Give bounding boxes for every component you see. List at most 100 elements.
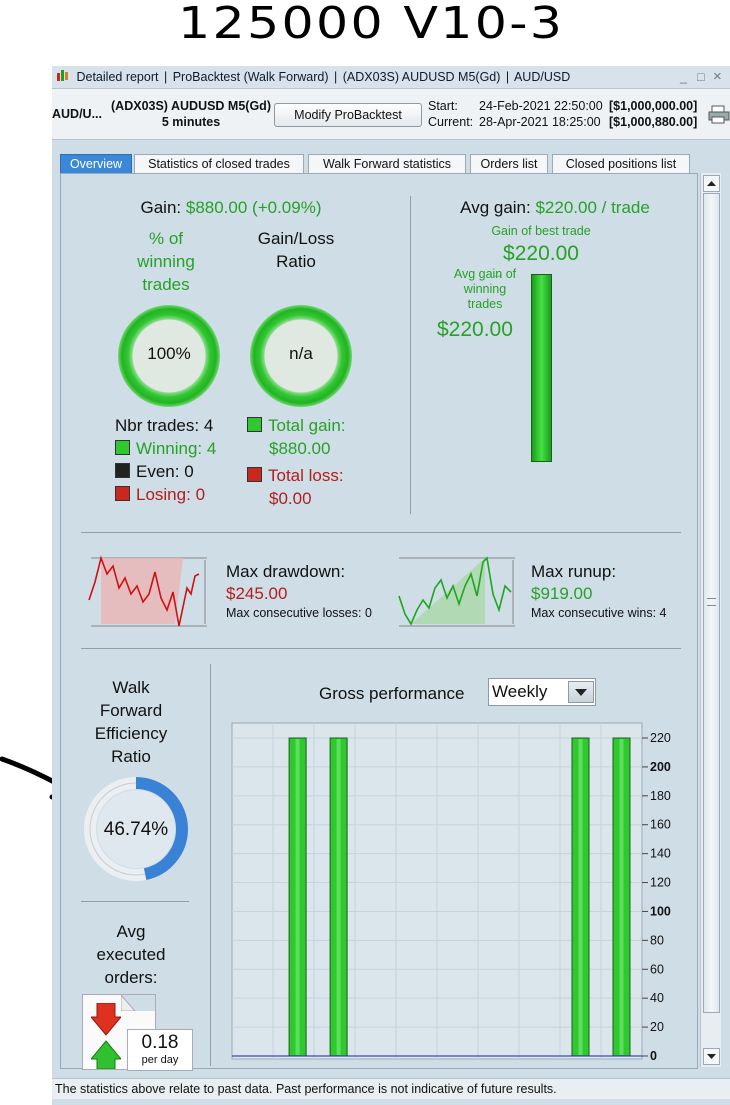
tab-walk-forward-statistics[interactable]: Walk Forward statistics: [308, 154, 466, 174]
losing-legend-icon: [115, 486, 130, 501]
nbr-trades-value: 4: [203, 416, 214, 435]
nbr-trades-label: Nbr trades:: [115, 416, 200, 435]
nbr-trades-row: Nbr trades: 4: [115, 414, 216, 437]
current-date: 28-Apr-2021 18:25:00: [479, 115, 601, 129]
avg-win-label-line1: Avg gain of: [453, 267, 517, 281]
gain-label: Gain:: [140, 198, 182, 217]
report-window: Detailed report | ProBacktest (Walk Forw…: [52, 66, 730, 1105]
max-consecutive-wins: Max consecutive wins: 4: [531, 606, 667, 620]
losing-label: Losing:: [136, 485, 191, 504]
y-tick-label: 180: [650, 789, 671, 803]
runup-mini-chart: [398, 556, 515, 627]
avg-win-label: Avg gain of winning trades: [435, 267, 535, 312]
title-detailed-report: Detailed report: [76, 70, 159, 84]
best-trade-label: Gain of best trade: [491, 224, 591, 238]
title-instrument: AUD/USD: [513, 70, 571, 84]
pct-winning-label-line2: winning: [137, 252, 195, 271]
orders-value-box: 0.18 per day: [127, 1029, 193, 1071]
y-tick-label: 0: [650, 1049, 657, 1063]
drawdown-mini-chart: [88, 555, 207, 627]
y-tick-label: 40: [650, 991, 664, 1005]
title-probacktest: ProBacktest (Walk Forward): [172, 70, 329, 84]
chevron-down-icon[interactable]: [568, 681, 594, 703]
total-gain-value: $880.00: [269, 439, 331, 458]
total-loss-legend-icon: [247, 467, 262, 482]
wf-efficiency-value: 46.74%: [103, 819, 169, 840]
avg-win-arrow-icon: →: [492, 267, 504, 281]
gain-loss-label-line2: Ratio: [276, 252, 316, 271]
gain-loss-label-line1: Gain/Loss: [257, 229, 335, 248]
even-value: 0: [184, 462, 194, 481]
gross-bar-highlight: [578, 739, 583, 1055]
minimize-button[interactable]: _: [680, 70, 687, 84]
total-loss-value: $0.00: [269, 489, 312, 508]
avg-gain-row: Avg gain: $220.00 / trade: [413, 198, 697, 218]
wf-label-line3: Efficiency: [94, 724, 168, 743]
chart-logo-icon: [56, 68, 70, 81]
max-runup-value: $919.00: [531, 584, 593, 603]
print-icon[interactable]: [708, 105, 730, 128]
losing-row: Losing: 0: [115, 483, 216, 506]
title-system: (ADX03S) AUDUSD M5(Gd): [342, 70, 501, 84]
tab-statistics-closed-trades[interactable]: Statistics of closed trades: [134, 154, 304, 174]
avg-orders-value: 0.18: [141, 1032, 179, 1053]
gross-bar-highlight: [295, 739, 300, 1055]
current-value: [$1,000,880.00]: [609, 115, 698, 129]
period-select[interactable]: Weekly: [488, 678, 596, 706]
tab-orders-list[interactable]: Orders list: [470, 154, 548, 174]
gain-row: Gain: $880.00 (+0.09%): [61, 198, 401, 218]
wf-label-line1: Walk: [112, 678, 150, 697]
y-tick-label: 100: [650, 904, 671, 918]
scroll-thumb[interactable]: [703, 193, 720, 1013]
maximize-button[interactable]: □: [697, 70, 705, 84]
scroll-up-button[interactable]: [703, 175, 720, 192]
best-trade-value: $220.00: [503, 242, 579, 265]
pct-winning-label-line3: trades: [142, 275, 190, 294]
gain-loss-value: n/a: [289, 344, 313, 363]
y-tick-label: 60: [650, 962, 664, 976]
avg-orders-unit: per day: [141, 1054, 179, 1066]
total-gain-legend-icon: [247, 417, 262, 432]
middle-separator: [81, 532, 681, 533]
period-select-value: Weekly: [492, 682, 548, 701]
y-tick-label: 140: [650, 847, 671, 861]
avg-win-label-line2: winning: [463, 282, 507, 296]
system-name: (ADX03S) AUDUSD M5(Gd): [111, 99, 271, 113]
title-bar: Detailed report | ProBacktest (Walk Forw…: [52, 66, 730, 89]
winning-row: Winning: 4: [115, 437, 216, 460]
wf-efficiency-gauge: [84, 777, 188, 881]
tab-closed-positions-list[interactable]: Closed positions list: [552, 154, 690, 174]
info-bar: AUD/U... (ADX03S) AUDUSD M5(Gd) 5 minute…: [52, 89, 730, 140]
y-tick-label: 80: [650, 933, 664, 947]
gain-value: $880.00 (+0.09%): [185, 198, 322, 217]
winning-legend-icon: [115, 440, 130, 455]
vertical-scrollbar[interactable]: [700, 173, 721, 1067]
avg-orders-label-line1: Avg: [116, 922, 146, 941]
wf-label-line2: Forward: [99, 701, 163, 720]
total-gain-label: Total gain:: [268, 416, 346, 435]
wf-label-line4: Ratio: [111, 747, 151, 766]
start-label: Start:: [428, 99, 458, 113]
max-drawdown-label: Max drawdown:: [226, 562, 346, 581]
orders-arrows-icon: [91, 1003, 121, 1069]
total-gain-row: Total gain:: [247, 414, 346, 437]
total-loss-label: Total loss:: [268, 466, 344, 485]
avg-orders-label-line3: orders:: [104, 968, 158, 987]
avg-gain-value: $220.00 / trade: [535, 198, 650, 217]
y-tick-label: 200: [650, 760, 671, 774]
overview-panel: Gain: $880.00 (+0.09%) % of winning trad…: [60, 173, 698, 1071]
disclaimer-text: The statistics above relate to past data…: [55, 1082, 557, 1096]
handwritten-annotation: 125000 V10-3: [178, 0, 565, 49]
tab-overview[interactable]: Overview: [60, 154, 132, 174]
modify-probacktest-button[interactable]: Modify ProBacktest: [274, 103, 422, 127]
max-runup-label: Max runup:: [531, 562, 617, 581]
close-button[interactable]: ×: [713, 68, 722, 85]
scroll-down-button[interactable]: [703, 1048, 720, 1065]
even-label: Even:: [136, 462, 180, 481]
pct-winning-label-line1: % of: [148, 229, 184, 248]
current-label: Current:: [428, 115, 474, 129]
max-consecutive-losses: Max consecutive losses: 0: [226, 606, 372, 620]
lower-vertical-separator: [210, 664, 211, 1066]
status-bar: The statistics above relate to past data…: [52, 1078, 730, 1099]
